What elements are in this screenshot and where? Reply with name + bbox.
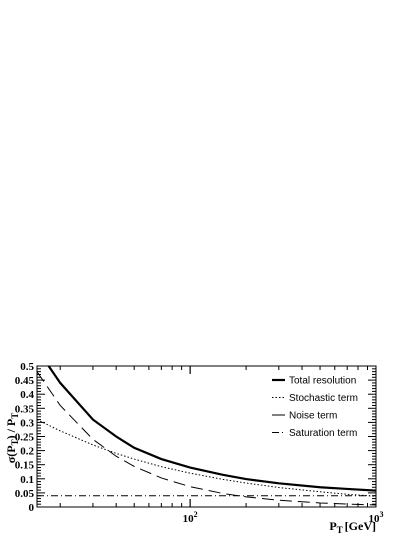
x-axis-title-sub: T bbox=[337, 525, 343, 535]
x-tick-label: 103 bbox=[369, 510, 384, 525]
y-tick-label: 0.25 bbox=[15, 432, 35, 444]
legend-label: Total resolution bbox=[289, 376, 356, 387]
y-axis-title-sub: T bbox=[10, 439, 20, 445]
y-axis-title-part: ) / P bbox=[4, 419, 18, 440]
y-tick-label: 0.1 bbox=[20, 474, 34, 486]
y-tick-label: 0.4 bbox=[20, 389, 34, 401]
x-axis-title: PT [GeV] bbox=[329, 519, 376, 535]
y-tick-label: 0.35 bbox=[15, 403, 35, 415]
series-line-1 bbox=[37, 419, 376, 497]
y-tick-label: 0 bbox=[29, 502, 35, 514]
series-line-2 bbox=[37, 371, 376, 506]
y-axis-title-sub: T bbox=[10, 413, 20, 419]
x-axis-title-main: P bbox=[329, 519, 336, 533]
legend-label: Stochastic term bbox=[289, 393, 358, 404]
y-tick-label: 0.15 bbox=[15, 460, 35, 472]
y-tick-label: 0.5 bbox=[20, 361, 34, 373]
y-tick-label: 0.05 bbox=[15, 488, 35, 500]
legend-label: Noise term bbox=[289, 411, 337, 422]
series-line-0 bbox=[47, 366, 376, 492]
series-layer bbox=[37, 366, 376, 506]
y-tick-label: 0.2 bbox=[20, 446, 34, 458]
legend: Total resolution Stochastic term Noise ter… bbox=[272, 376, 358, 439]
legend-label: Saturation term bbox=[289, 428, 357, 439]
y-axis-title-part: σ(P bbox=[4, 445, 18, 463]
y-axis-title: σ(PT) / PT bbox=[4, 413, 20, 464]
y-tick-label: 0.45 bbox=[15, 375, 35, 387]
x-axis-title-unit: [GeV] bbox=[345, 519, 376, 533]
x-tick-label: 102 bbox=[183, 510, 198, 525]
y-axis: 0 0.05 0.1 0.15 0.2 0.25 0.3 0.35 0.4 0.45 0.5 bbox=[15, 361, 376, 514]
x-axis: 102 103 bbox=[59, 366, 384, 525]
y-tick-label: 0.3 bbox=[20, 417, 34, 429]
